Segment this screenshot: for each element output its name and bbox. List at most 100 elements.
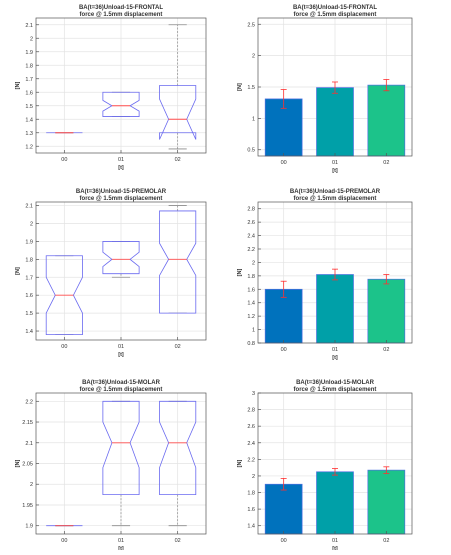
y-tick-label: 1.8	[25, 63, 33, 69]
y-tick-label: 1.6	[247, 287, 255, 293]
y-tick-label: 2	[30, 222, 33, 228]
chart-title: BA(t=36)Unload-15-FRONTAL	[79, 5, 163, 11]
x-tick-label: 02	[383, 538, 389, 544]
y-tick-label: 1.5	[247, 85, 255, 91]
x-tick-label: 01	[118, 344, 124, 350]
y-tick-label: 1.9	[25, 524, 33, 530]
y-tick-label: 2.1	[25, 23, 33, 29]
y-tick-label: 1.6	[25, 293, 33, 299]
y-tick-label: 2	[30, 482, 33, 488]
y-tick-label: 1.7	[25, 275, 33, 281]
y-tick-label: 2.4	[247, 441, 255, 447]
y-tick-label: 3	[252, 391, 255, 397]
y-tick-label: 1.8	[25, 257, 33, 263]
y-tick-label: 0.5	[247, 148, 255, 154]
bar-02	[368, 470, 405, 534]
y-tick-label: 2.05	[22, 462, 33, 468]
y-axis-label: [N]	[15, 267, 21, 275]
y-tick-label: 2	[252, 474, 255, 480]
x-axis-label: [t]	[118, 546, 124, 550]
chart-panel-2: 0.5 1 1.5 2 2.5 00 01 02 [t] [N] BA(t=36)Unload-15…	[237, 5, 412, 174]
y-tick-label: 2	[30, 36, 33, 42]
x-tick-label: 00	[281, 347, 287, 353]
chart-title: BA(t=36)Unload-15-PREMOLAR	[290, 189, 381, 195]
y-tick-label: 1	[252, 116, 255, 122]
chart-title: BA(t=36)Unload-15-PREMOLAR	[76, 189, 167, 195]
y-tick-label: 2.4	[247, 234, 255, 240]
x-tick-label: 01	[118, 538, 124, 544]
chart-title: BA(t=36)Unload-15-MOLAR	[82, 380, 161, 386]
x-tick-label: 02	[175, 538, 181, 544]
y-tick-label: 1.2	[25, 144, 33, 150]
x-tick-label: 00	[61, 538, 67, 544]
y-tick-label: 1.3	[25, 131, 33, 137]
y-tick-label: 0.8	[247, 341, 255, 347]
bar-02	[368, 279, 405, 343]
y-axis-label: [N]	[237, 269, 243, 277]
y-tick-label: 1.9	[25, 239, 33, 245]
chart-title: BA(t=36)Unload-15-FRONTAL	[293, 5, 377, 11]
y-tick-label: 2.15	[22, 420, 33, 426]
y-tick-label: 2.6	[247, 220, 255, 226]
bar-02	[368, 85, 405, 156]
x-tick-label: 01	[332, 347, 338, 353]
y-axis-label: [N]	[237, 83, 243, 91]
y-tick-label: 1.5	[25, 104, 33, 110]
x-tick-label: 00	[61, 344, 67, 350]
y-tick-label: 1.2	[247, 314, 255, 320]
y-tick-label: 2.2	[25, 399, 33, 405]
y-tick-label: 2.2	[247, 457, 255, 463]
x-axis-label: [t]	[332, 168, 338, 174]
x-tick-label: 01	[332, 538, 338, 544]
x-axis-label: [t]	[118, 165, 124, 171]
x-tick-label: 00	[281, 538, 287, 544]
x-tick-label: 00	[281, 160, 287, 166]
chart-subtitle: force @ 1.5mm displacement	[294, 196, 377, 202]
y-tick-label: 2.6	[247, 424, 255, 430]
chart-title: BA(t=36)Unload-15-MOLAR	[296, 380, 375, 386]
y-tick-label: 1.8	[247, 274, 255, 280]
y-axis-label: [N]	[15, 460, 21, 468]
chart-subtitle: force @ 1.5mm displacement	[294, 387, 377, 393]
chart-subtitle: force @ 1.5mm displacement	[80, 387, 163, 393]
y-tick-label: 1.9	[25, 50, 33, 56]
bar-01	[317, 88, 354, 156]
y-tick-label: 2	[252, 260, 255, 266]
y-tick-label: 1.4	[247, 301, 255, 307]
y-tick-label: 1.4	[25, 117, 33, 123]
y-tick-label: 2.5	[247, 22, 255, 28]
y-tick-label: 1.8	[247, 491, 255, 497]
chart-subtitle: force @ 1.5mm displacement	[80, 12, 163, 18]
x-tick-label: 00	[61, 157, 67, 163]
y-tick-label: 1.6	[247, 507, 255, 513]
y-tick-label: 1.4	[25, 329, 33, 335]
x-axis-label: [t]	[332, 546, 338, 550]
x-tick-label: 02	[175, 344, 181, 350]
y-tick-label: 1.7	[25, 77, 33, 83]
y-tick-label: 1.5	[25, 311, 33, 317]
y-axis-label: [N]	[237, 460, 243, 468]
x-tick-label: 02	[383, 160, 389, 166]
bar-00	[265, 484, 302, 534]
y-tick-label: 2.8	[247, 207, 255, 213]
x-tick-label: 02	[175, 157, 181, 163]
y-tick-label: 2.2	[247, 247, 255, 253]
bar-01	[317, 472, 354, 534]
y-tick-label: 1.6	[25, 90, 33, 96]
bar-01	[317, 275, 354, 343]
chart-subtitle: force @ 1.5mm displacement	[80, 196, 163, 202]
x-tick-label: 02	[383, 347, 389, 353]
y-tick-label: 1.95	[22, 503, 33, 509]
x-tick-label: 01	[118, 157, 124, 163]
x-tick-label: 01	[332, 160, 338, 166]
x-axis-label: [t]	[332, 355, 338, 361]
x-axis-label: [t]	[118, 352, 124, 358]
y-tick-label: 2	[252, 54, 255, 60]
